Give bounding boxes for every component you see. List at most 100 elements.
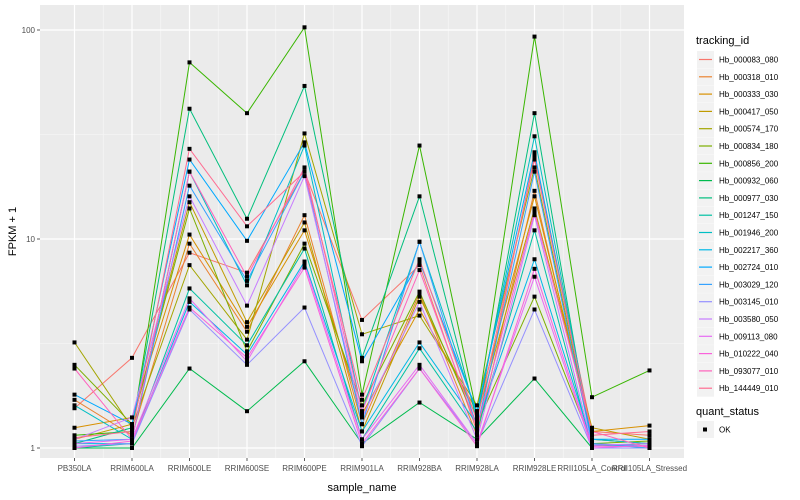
data-point — [590, 425, 594, 430]
x-tick-label: RRIM928LA — [455, 464, 499, 473]
data-point — [302, 174, 307, 179]
data-point — [187, 286, 192, 291]
data-point — [417, 400, 422, 405]
data-point — [647, 446, 652, 450]
data-point — [532, 274, 537, 279]
data-point — [245, 352, 249, 357]
y-axis: 1 10 100 — [22, 26, 40, 453]
data-point — [647, 423, 652, 428]
data-point — [475, 444, 479, 449]
x-tick-label: RRIM600PE — [282, 464, 326, 473]
data-point — [245, 329, 249, 334]
data-point — [302, 213, 307, 218]
data-point — [302, 83, 307, 88]
data-point — [532, 206, 537, 211]
data-point — [72, 446, 77, 450]
data-point — [130, 446, 134, 450]
data-point — [360, 441, 364, 446]
data-point — [532, 153, 537, 158]
data-point — [417, 340, 422, 345]
x-tick-label: RRIM600SE — [225, 464, 269, 473]
data-point — [302, 143, 307, 148]
data-point — [302, 359, 307, 364]
data-point — [475, 422, 479, 427]
data-point — [475, 441, 479, 446]
data-point — [187, 200, 192, 205]
data-point — [417, 366, 422, 371]
data-point — [302, 259, 307, 264]
legend-label: Hb_003145_010 — [719, 298, 779, 307]
data-point — [245, 274, 249, 279]
data-point — [475, 425, 479, 430]
data-point — [245, 270, 249, 275]
x-tick-label: PB350LA — [58, 464, 92, 473]
y-tick-label: 10 — [26, 235, 35, 244]
data-point — [417, 313, 422, 318]
data-point — [532, 209, 537, 214]
data-point — [245, 355, 249, 360]
data-point — [187, 146, 192, 151]
legend-label: Hb_001946_200 — [719, 229, 779, 238]
legend-label: Hb_093077_010 — [719, 367, 779, 376]
data-point — [130, 425, 134, 430]
data-point — [187, 305, 192, 310]
data-point — [302, 246, 307, 251]
data-point — [360, 355, 364, 360]
legend-label: Hb_144449_010 — [719, 384, 779, 393]
data-point — [187, 296, 192, 301]
data-point — [475, 429, 479, 434]
data-point — [302, 169, 307, 174]
data-point — [590, 433, 594, 438]
data-point — [475, 433, 479, 438]
data-point — [130, 437, 134, 442]
legend-label-ok: OK — [719, 426, 731, 435]
data-point — [417, 362, 422, 367]
x-axis: PB350LA RRIM600LA RRIM600LE RRIM600SE RRIM60… — [58, 458, 687, 473]
data-point — [532, 194, 537, 199]
data-point — [360, 359, 364, 364]
data-point — [302, 220, 307, 225]
data-point — [245, 216, 249, 221]
legend: tracking_id Hb_000083_080Hb_000318_010Hb… — [696, 35, 779, 438]
data-point — [532, 165, 537, 170]
data-point — [245, 409, 249, 414]
x-tick-label: RRIM901LA — [340, 464, 384, 473]
data-point — [302, 228, 307, 233]
data-point — [417, 346, 422, 351]
x-tick-label: RRIM600LA — [110, 464, 154, 473]
data-point — [590, 437, 594, 442]
data-point — [187, 232, 192, 237]
data-point — [417, 299, 422, 304]
data-point — [532, 150, 537, 155]
legend-title-quant-status: quant_status — [696, 406, 759, 418]
data-point — [417, 263, 422, 268]
data-point — [245, 362, 249, 367]
data-point — [532, 188, 537, 193]
data-point — [417, 194, 422, 199]
data-point — [302, 131, 307, 136]
data-point — [302, 25, 307, 30]
x-tick-label: RRIM928BA — [397, 464, 442, 473]
data-point — [590, 429, 594, 434]
data-point — [245, 111, 249, 116]
data-point — [417, 307, 422, 312]
data-point — [360, 317, 364, 322]
x-tick-label: RRII105LA_Control — [557, 464, 627, 473]
data-point — [72, 362, 77, 367]
data-point — [245, 337, 249, 342]
legend-label: Hb_001247_150 — [719, 211, 779, 220]
data-point — [475, 415, 479, 420]
x-tick-label: RRII105LA_Stressed — [612, 464, 687, 473]
data-point — [532, 157, 537, 162]
data-point — [72, 392, 77, 397]
data-point — [130, 422, 134, 427]
data-point — [475, 403, 479, 408]
legend-label: Hb_010222_040 — [719, 350, 779, 359]
data-point — [187, 60, 192, 65]
data-point — [187, 263, 192, 268]
legend-key-square-icon — [703, 427, 707, 432]
data-point — [245, 238, 249, 243]
data-point — [360, 409, 364, 414]
data-point — [245, 320, 249, 325]
data-point — [187, 106, 192, 111]
